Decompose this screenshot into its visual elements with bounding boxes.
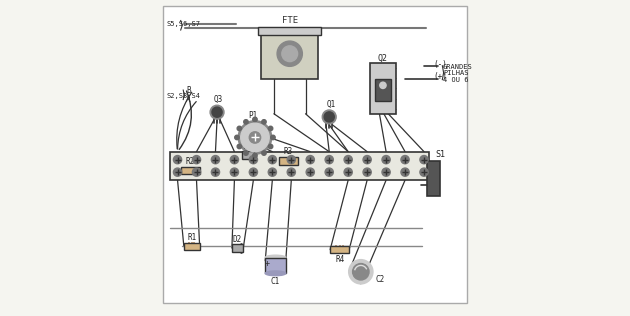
Circle shape <box>382 168 390 176</box>
Circle shape <box>268 155 277 164</box>
Ellipse shape <box>265 271 286 276</box>
Text: D2: D2 <box>233 235 242 244</box>
Circle shape <box>287 155 295 164</box>
Circle shape <box>325 168 333 176</box>
FancyBboxPatch shape <box>163 6 467 303</box>
Text: GRANDES: GRANDES <box>443 64 472 70</box>
Text: C1: C1 <box>271 277 280 286</box>
Circle shape <box>353 264 369 280</box>
Circle shape <box>282 46 297 62</box>
Circle shape <box>306 168 314 176</box>
Text: R1: R1 <box>187 233 197 242</box>
Circle shape <box>253 153 257 158</box>
Circle shape <box>212 107 222 117</box>
Circle shape <box>211 168 220 176</box>
Circle shape <box>210 105 224 119</box>
Bar <box>169 152 429 180</box>
Circle shape <box>363 168 371 176</box>
Bar <box>370 63 396 114</box>
Text: Q3: Q3 <box>214 95 223 104</box>
Bar <box>278 157 297 165</box>
Circle shape <box>324 112 335 122</box>
Bar <box>427 161 440 196</box>
Bar <box>181 167 200 174</box>
Circle shape <box>382 155 390 164</box>
Circle shape <box>237 144 241 149</box>
Circle shape <box>420 168 428 176</box>
Circle shape <box>244 151 248 155</box>
Circle shape <box>344 168 352 176</box>
Circle shape <box>268 126 273 131</box>
Circle shape <box>287 168 295 176</box>
Circle shape <box>261 120 266 124</box>
Circle shape <box>344 155 352 164</box>
Text: +: + <box>265 259 270 268</box>
Bar <box>375 79 391 101</box>
Circle shape <box>420 155 428 164</box>
Circle shape <box>173 168 181 176</box>
Circle shape <box>401 168 409 176</box>
Circle shape <box>211 155 220 164</box>
Text: FTE: FTE <box>282 16 298 25</box>
Bar <box>232 244 243 252</box>
Text: (+): (+) <box>433 72 447 81</box>
Text: Q2: Q2 <box>378 54 388 63</box>
Bar <box>258 27 321 35</box>
Circle shape <box>249 155 258 164</box>
Circle shape <box>173 155 181 164</box>
Text: Q1: Q1 <box>326 100 335 109</box>
Circle shape <box>268 168 277 176</box>
Circle shape <box>244 120 248 124</box>
Circle shape <box>192 168 200 176</box>
Circle shape <box>249 132 261 143</box>
FancyBboxPatch shape <box>261 35 318 79</box>
Circle shape <box>235 135 239 140</box>
Circle shape <box>271 135 275 140</box>
Circle shape <box>253 117 257 122</box>
Circle shape <box>306 155 314 164</box>
Circle shape <box>277 41 302 66</box>
Circle shape <box>241 123 269 152</box>
Text: S2,S3,S4: S2,S3,S4 <box>166 94 200 99</box>
Circle shape <box>261 151 266 155</box>
Text: D1: D1 <box>243 143 253 151</box>
Circle shape <box>363 155 371 164</box>
Circle shape <box>249 168 258 176</box>
Bar <box>243 151 254 159</box>
Ellipse shape <box>265 255 286 260</box>
Text: R3: R3 <box>284 147 293 156</box>
Text: C2: C2 <box>375 275 384 284</box>
Text: B: B <box>186 86 191 94</box>
Bar <box>265 258 286 273</box>
Text: P1: P1 <box>248 111 257 120</box>
Circle shape <box>231 168 239 176</box>
Text: S5,S6,S7: S5,S6,S7 <box>166 21 200 27</box>
Bar <box>184 243 200 250</box>
Text: R4: R4 <box>335 255 344 264</box>
Text: (-): (-) <box>433 60 447 69</box>
Circle shape <box>238 121 272 154</box>
Circle shape <box>268 144 273 149</box>
Circle shape <box>380 82 386 88</box>
Circle shape <box>231 155 239 164</box>
Bar <box>330 246 349 253</box>
Text: A: A <box>186 95 191 104</box>
Text: R2: R2 <box>186 157 195 166</box>
Circle shape <box>325 155 333 164</box>
Circle shape <box>349 260 373 284</box>
Circle shape <box>401 155 409 164</box>
Circle shape <box>323 110 336 124</box>
Circle shape <box>192 155 200 164</box>
Text: PILHAS: PILHAS <box>443 70 469 76</box>
Text: S1: S1 <box>435 150 445 159</box>
Circle shape <box>237 126 241 131</box>
Text: 4 OU 6: 4 OU 6 <box>443 77 469 82</box>
